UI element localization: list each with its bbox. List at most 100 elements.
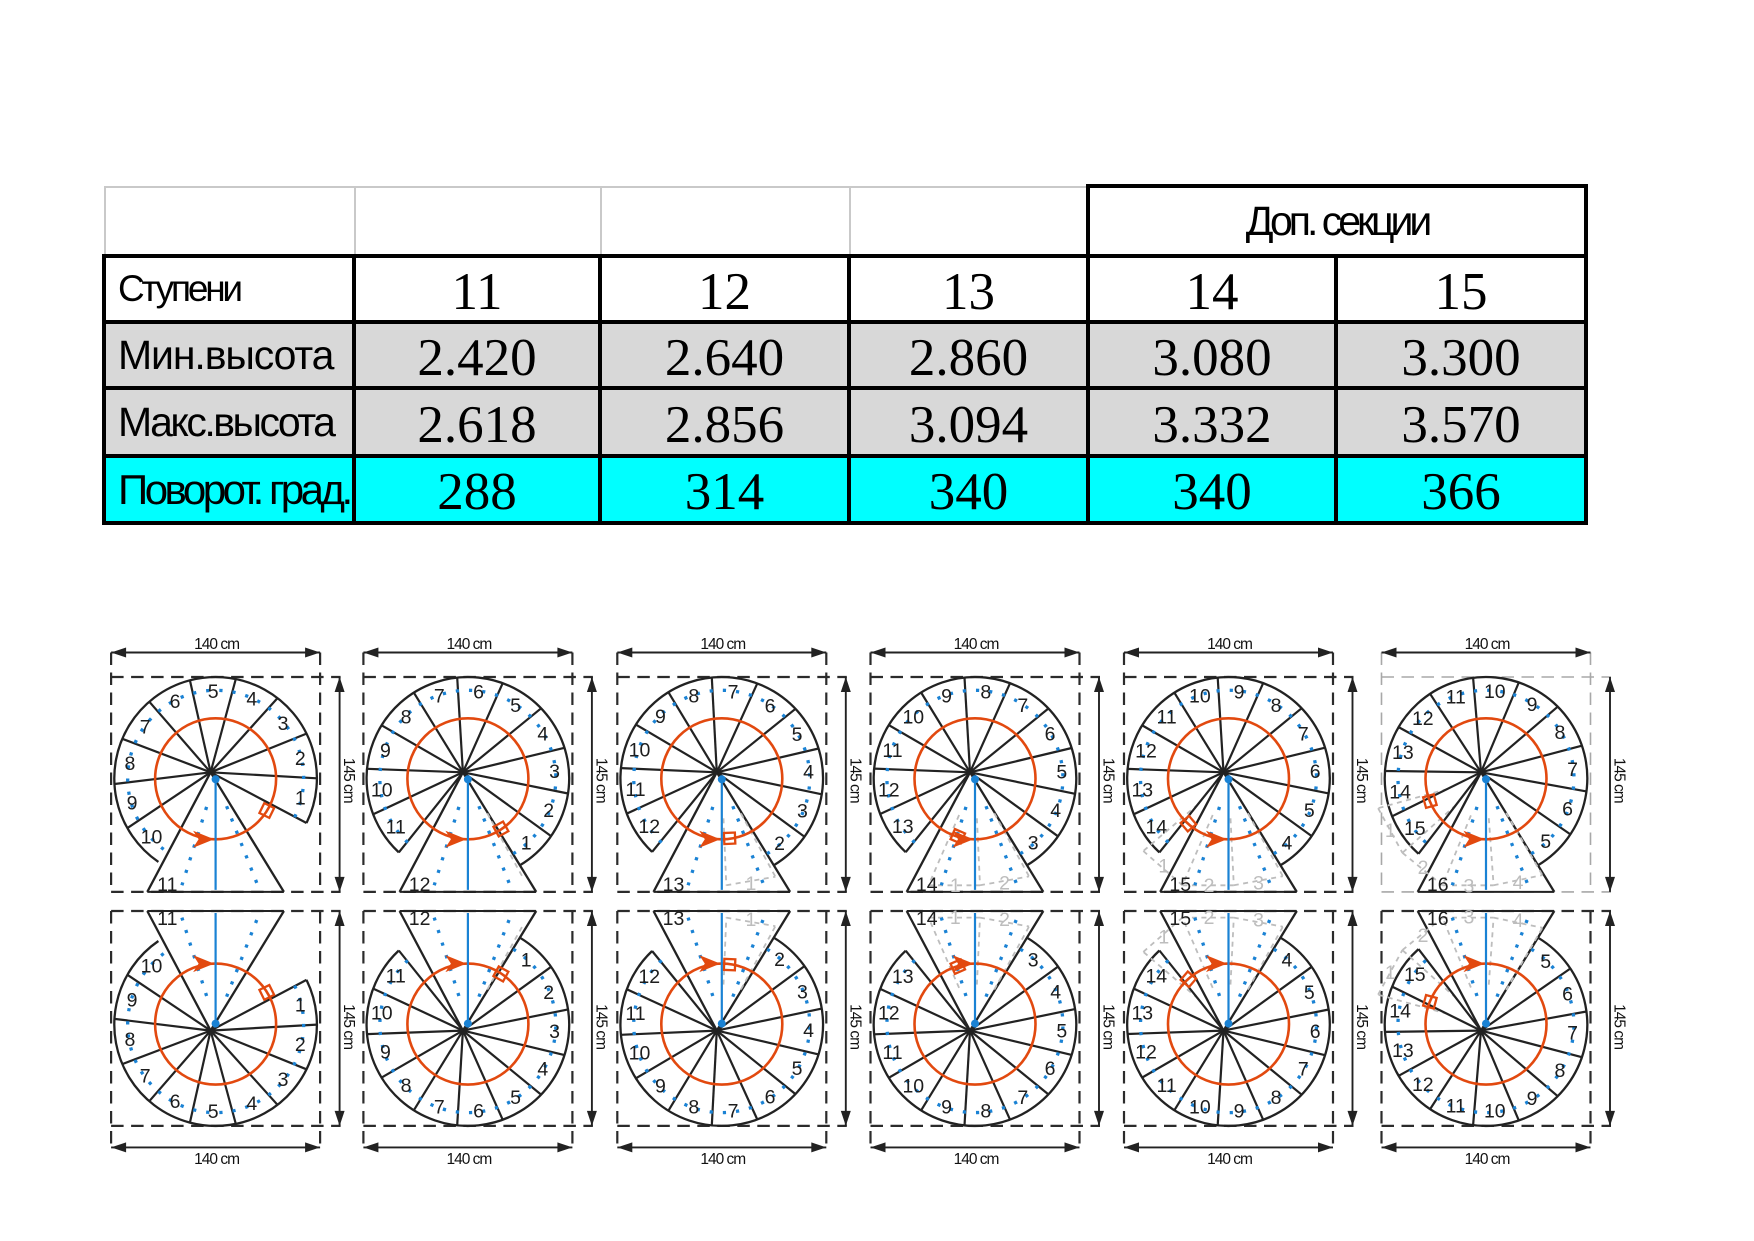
svg-text:10: 10: [141, 827, 163, 849]
svg-text:13: 13: [663, 874, 685, 896]
svg-text:11: 11: [882, 1042, 902, 1064]
svg-text:8: 8: [124, 1029, 135, 1051]
svg-text:7: 7: [1567, 1023, 1578, 1045]
svg-text:3: 3: [1253, 873, 1264, 895]
svg-text:16: 16: [1427, 908, 1449, 930]
svg-text:7: 7: [1567, 759, 1578, 781]
svg-text:2: 2: [1418, 857, 1429, 879]
svg-text:14: 14: [916, 874, 938, 896]
svg-text:4: 4: [1513, 910, 1524, 932]
svg-text:12: 12: [878, 779, 900, 801]
svg-text:9: 9: [127, 990, 138, 1012]
svg-text:140 cm: 140 cm: [194, 636, 239, 653]
svg-text:7: 7: [1017, 695, 1028, 717]
svg-text:4: 4: [803, 1020, 814, 1042]
svg-text:2: 2: [1204, 875, 1215, 897]
svg-text:14: 14: [1389, 1001, 1411, 1023]
svg-text:7: 7: [140, 1065, 151, 1087]
svg-text:1: 1: [1158, 856, 1169, 878]
svg-text:140 cm: 140 cm: [954, 636, 999, 653]
svg-text:4: 4: [537, 724, 548, 746]
svg-text:145 cm: 145 cm: [592, 758, 609, 803]
svg-text:5: 5: [1304, 982, 1315, 1004]
svg-text:2: 2: [774, 949, 785, 971]
svg-text:1: 1: [521, 832, 532, 854]
svg-text:11: 11: [157, 874, 177, 896]
svg-text:10: 10: [1189, 686, 1211, 708]
svg-text:14: 14: [1389, 781, 1411, 803]
svg-text:5: 5: [1540, 831, 1551, 853]
svg-text:12: 12: [1412, 1074, 1434, 1096]
svg-text:11: 11: [1156, 707, 1176, 729]
svg-text:145 cm: 145 cm: [1611, 1004, 1628, 1049]
svg-text:16: 16: [1427, 874, 1449, 896]
svg-text:6: 6: [1310, 1021, 1321, 1043]
svg-text:6: 6: [1562, 798, 1573, 820]
svg-text:8: 8: [124, 753, 135, 775]
svg-text:7: 7: [1017, 1087, 1028, 1109]
svg-text:13: 13: [892, 816, 914, 838]
svg-text:2: 2: [295, 748, 306, 770]
svg-text:13: 13: [663, 908, 685, 930]
svg-text:12: 12: [409, 908, 431, 930]
svg-text:6: 6: [765, 695, 776, 717]
svg-text:145 cm: 145 cm: [846, 758, 863, 803]
svg-text:4: 4: [803, 762, 814, 784]
svg-text:11: 11: [386, 966, 406, 988]
svg-text:5: 5: [792, 1058, 803, 1080]
svg-text:2: 2: [543, 982, 554, 1004]
svg-text:9: 9: [1234, 681, 1245, 703]
svg-text:9: 9: [380, 1042, 391, 1064]
svg-text:3: 3: [1028, 949, 1039, 971]
svg-text:4: 4: [246, 689, 257, 711]
svg-text:9: 9: [1234, 1101, 1245, 1123]
svg-text:8: 8: [1554, 1060, 1565, 1082]
svg-text:5: 5: [510, 1087, 521, 1109]
svg-text:15: 15: [1404, 964, 1426, 986]
svg-text:12: 12: [878, 1003, 900, 1025]
svg-text:8: 8: [1271, 1087, 1282, 1109]
svg-text:140 cm: 140 cm: [1465, 636, 1510, 653]
svg-text:7: 7: [434, 686, 445, 708]
svg-text:3: 3: [278, 713, 289, 735]
svg-text:10: 10: [1189, 1096, 1211, 1118]
svg-text:2: 2: [1418, 925, 1429, 947]
svg-text:9: 9: [941, 686, 952, 708]
svg-text:2: 2: [1204, 907, 1215, 929]
svg-text:10: 10: [629, 740, 651, 762]
svg-text:2: 2: [774, 833, 785, 855]
svg-text:6: 6: [1045, 724, 1056, 746]
svg-text:9: 9: [1527, 1088, 1538, 1110]
svg-text:140 cm: 140 cm: [1207, 636, 1252, 653]
svg-text:5: 5: [1304, 800, 1315, 822]
svg-text:12: 12: [1412, 708, 1434, 730]
svg-text:140 cm: 140 cm: [1465, 1151, 1510, 1168]
svg-text:1: 1: [950, 907, 961, 929]
svg-text:11: 11: [157, 908, 177, 930]
svg-text:4: 4: [1050, 982, 1061, 1004]
svg-text:145 cm: 145 cm: [340, 758, 357, 803]
svg-text:5: 5: [208, 1101, 219, 1123]
svg-text:9: 9: [941, 1096, 952, 1118]
svg-text:12: 12: [1135, 1042, 1157, 1064]
svg-text:5: 5: [1056, 761, 1067, 783]
svg-text:140 cm: 140 cm: [1207, 1151, 1252, 1168]
svg-text:13: 13: [892, 966, 914, 988]
svg-text:7: 7: [434, 1096, 445, 1118]
svg-text:3: 3: [549, 761, 560, 783]
svg-text:140 cm: 140 cm: [194, 1151, 239, 1168]
svg-text:12: 12: [1135, 740, 1157, 762]
svg-text:5: 5: [792, 724, 803, 746]
svg-text:2: 2: [543, 800, 554, 822]
svg-text:140 cm: 140 cm: [954, 1151, 999, 1168]
svg-text:10: 10: [902, 1075, 924, 1097]
svg-text:11: 11: [625, 779, 645, 801]
svg-text:5: 5: [1056, 1021, 1067, 1043]
svg-text:2: 2: [999, 873, 1010, 895]
svg-text:3: 3: [549, 1021, 560, 1043]
svg-text:145 cm: 145 cm: [340, 1004, 357, 1049]
svg-text:1: 1: [295, 788, 306, 810]
svg-text:6: 6: [1562, 984, 1573, 1006]
svg-text:7: 7: [728, 1100, 739, 1122]
svg-text:10: 10: [629, 1042, 651, 1064]
